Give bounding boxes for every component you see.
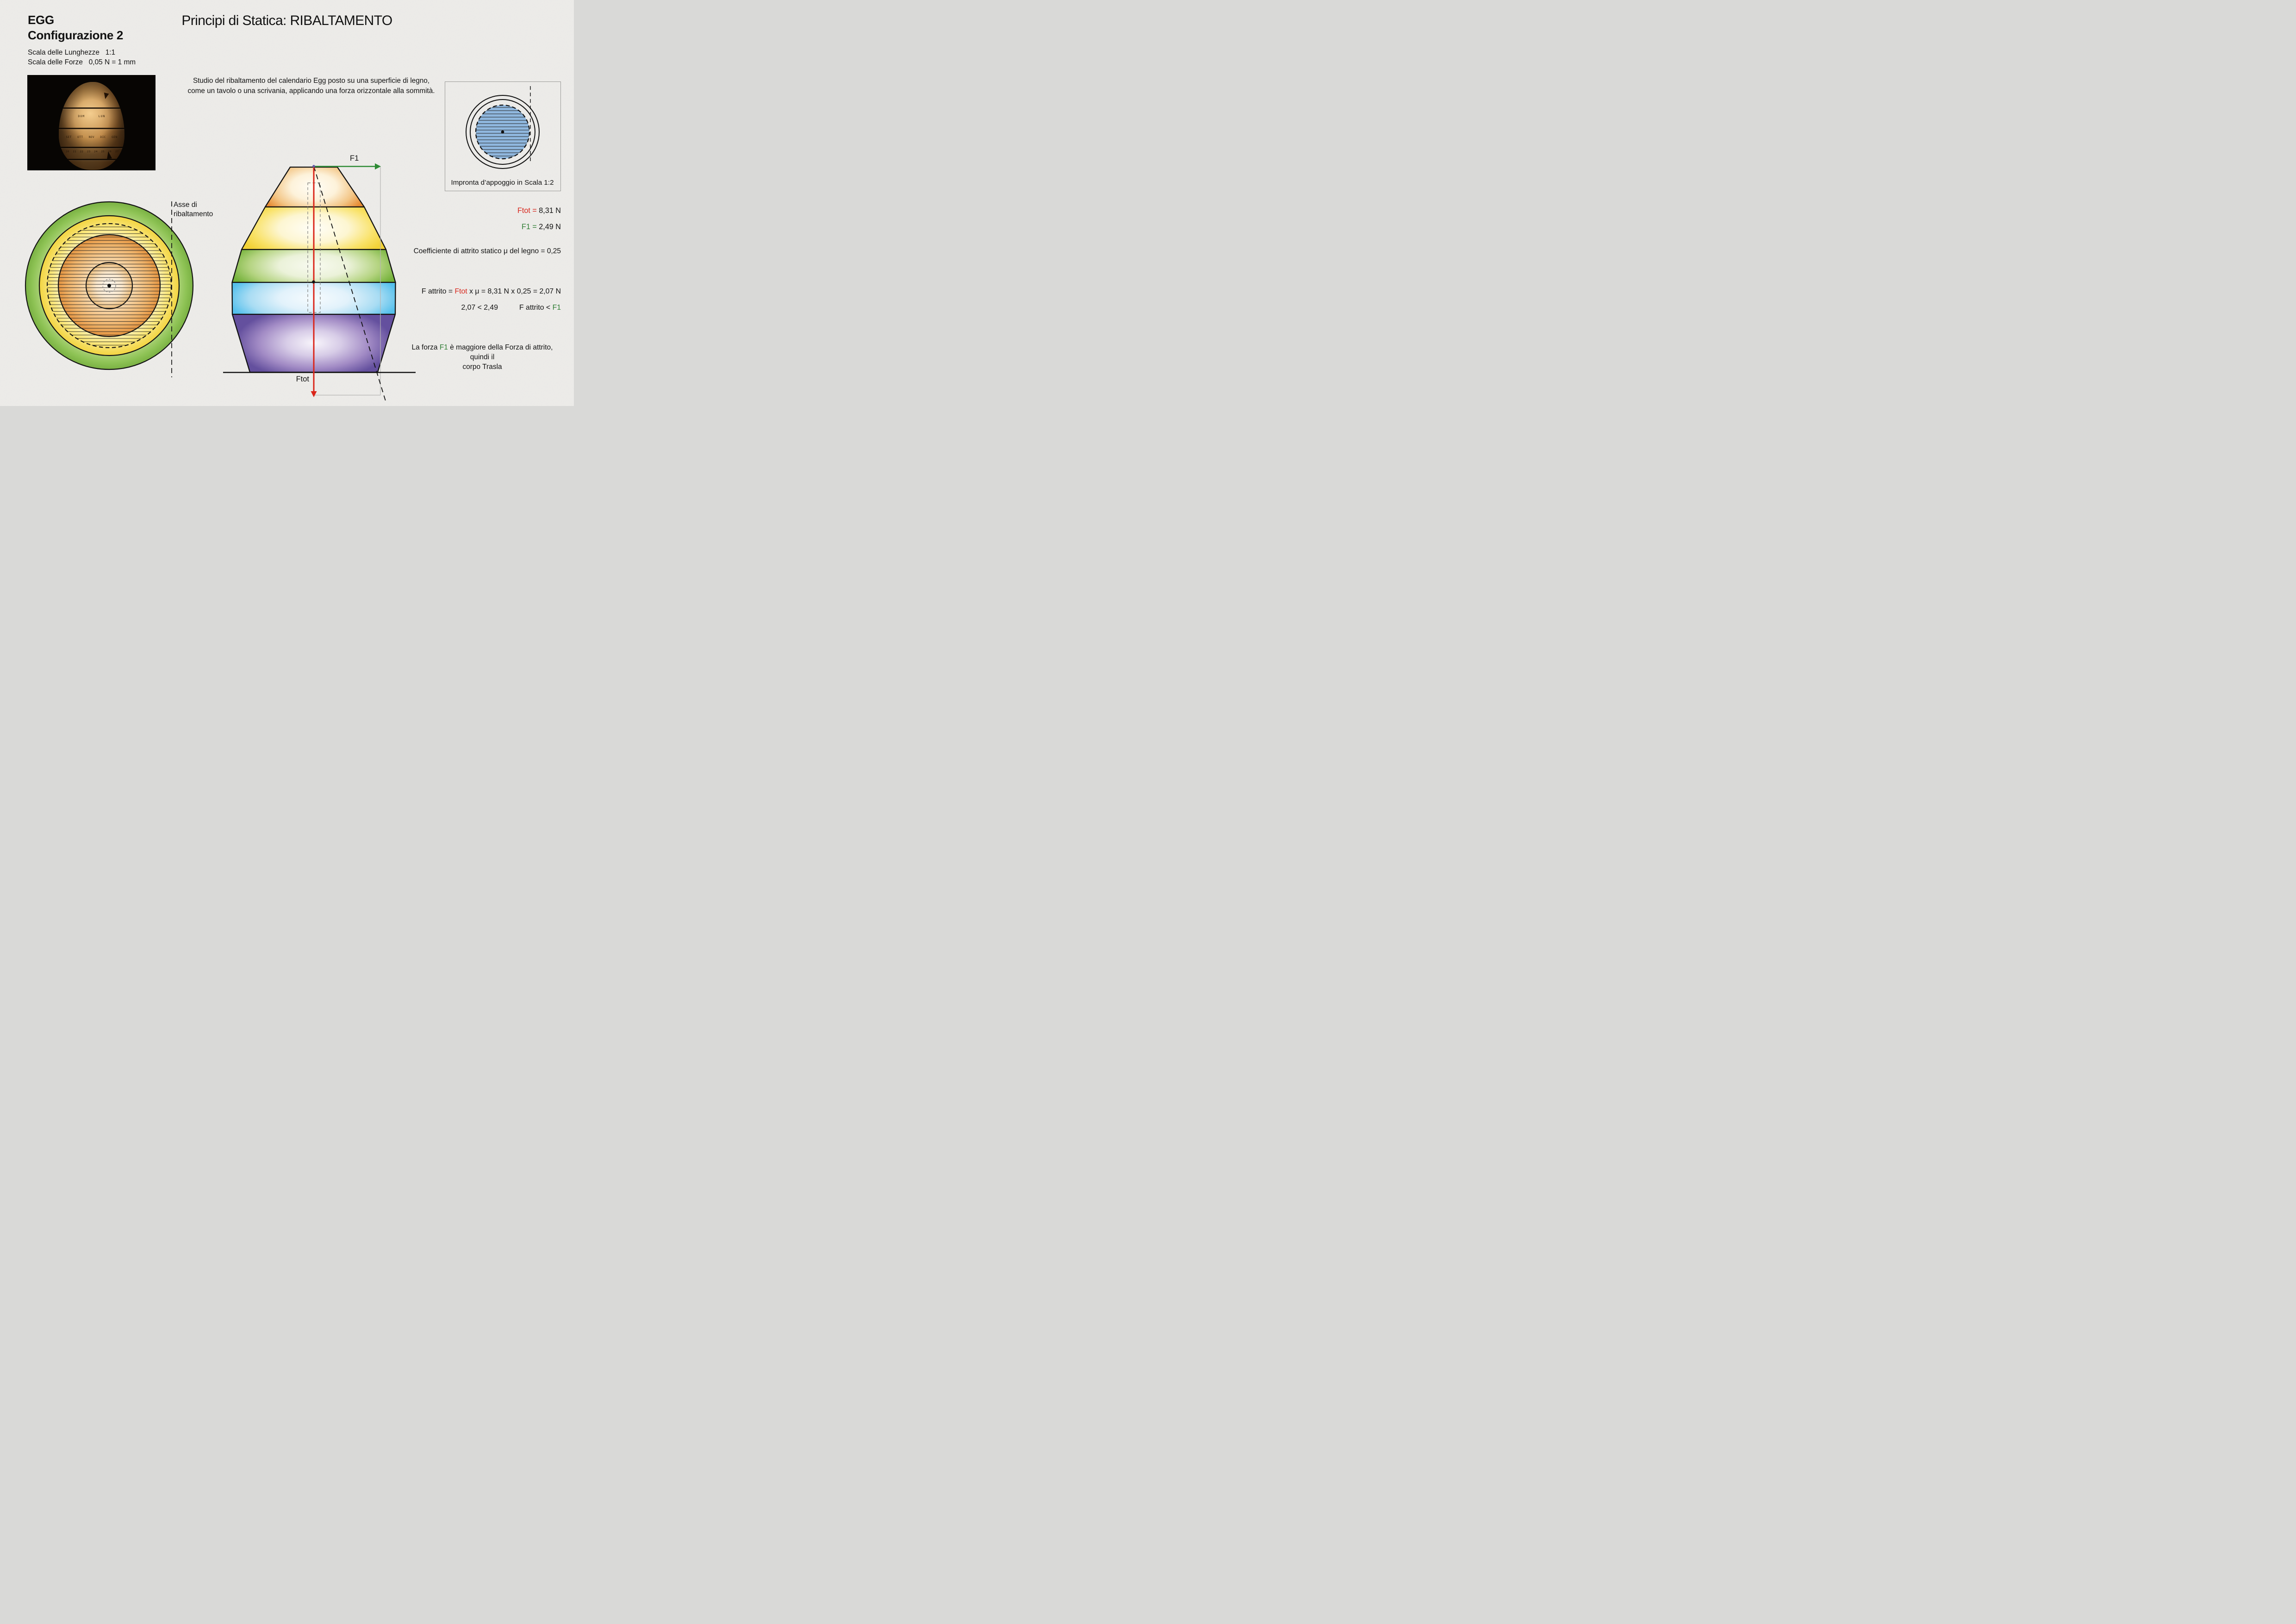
egg-months-row: SET OTT NOV DIC GEN bbox=[66, 136, 118, 139]
egg-side-view bbox=[223, 163, 416, 403]
egg-photo: DOM LUN SET OTT NOV DIC GEN 19 20 21 22 … bbox=[27, 75, 156, 170]
page-title: Principi di Statica: RIBALTAMENTO bbox=[181, 13, 392, 28]
egg-days-row: DOM LUN bbox=[78, 114, 106, 118]
egg-slit bbox=[59, 128, 124, 129]
ftot-vector-label: Ftot bbox=[296, 375, 309, 383]
egg-top-pointer-icon bbox=[102, 92, 109, 100]
top-view-contact-dashed-circle bbox=[46, 223, 172, 349]
footprint-diagram bbox=[466, 86, 540, 169]
conclusion-part1: La forza bbox=[411, 344, 440, 351]
egg-bottom-pointer-icon bbox=[106, 151, 112, 159]
footprint-box bbox=[445, 81, 561, 191]
comparison-forces: F attrito < F1 bbox=[519, 304, 561, 312]
f1-value: 2,49 N bbox=[536, 223, 561, 231]
resultant-dashed-line bbox=[313, 166, 386, 403]
egg-slit bbox=[59, 147, 124, 148]
top-view-center-dashed-circle bbox=[102, 279, 116, 293]
document-title-line2: Configurazione 2 bbox=[28, 28, 124, 42]
document-title-line1: EGG bbox=[28, 13, 54, 27]
top-view-center-dot bbox=[107, 284, 111, 287]
footprint-caption: Impronta d’appoggio in Scala 1:2 bbox=[451, 179, 554, 187]
diagram-canvas bbox=[0, 0, 574, 406]
study-description-line2: come un tavolo o una scrivania, applican… bbox=[187, 87, 435, 95]
f1-vector-label: F1 bbox=[350, 154, 359, 162]
f1-equation: F1 = 2,49 N bbox=[522, 223, 561, 231]
ftot-equation: Ftot = 8,31 N bbox=[517, 206, 561, 215]
fattr-part1: F attrito = bbox=[421, 287, 455, 295]
egg-numbers-row: 19 20 21 22 23 24 25 26 27 28 29 bbox=[59, 150, 124, 153]
footprint-center-dot bbox=[501, 130, 504, 134]
study-description-line1: Studio del ribaltamento del calendario E… bbox=[193, 77, 430, 85]
comparison-forces-lhs: F attrito < bbox=[519, 304, 553, 312]
ftot-arrowhead-icon bbox=[311, 391, 317, 397]
footprint-second-circle bbox=[470, 99, 535, 165]
comparison-numbers: 2,07 < 2,49 bbox=[461, 304, 498, 312]
fattr-part2: x μ = 8,31 N x 0,25 = 2,07 N bbox=[467, 287, 561, 295]
comparison-f1: F1 bbox=[552, 304, 561, 312]
center-of-gravity-dot bbox=[312, 280, 315, 284]
friction-force-equation: F attrito = Ftot x μ = 8,31 N x 0,25 = 2… bbox=[422, 287, 561, 296]
egg-slit bbox=[59, 159, 124, 160]
study-description: Studio del ribaltamento del calendario E… bbox=[185, 76, 437, 96]
scale-block: Scala delle Lunghezze 1:1 Scala delle Fo… bbox=[28, 48, 136, 67]
scale-lengths: Scala delle Lunghezze 1:1 bbox=[28, 49, 116, 56]
top-view-diagram bbox=[25, 201, 194, 377]
footprint-outer-circle bbox=[466, 95, 540, 169]
conclusion-line1: La forza F1 è maggiore della Forza di at… bbox=[402, 343, 563, 362]
egg-slit bbox=[59, 107, 124, 109]
fattr-ftot: Ftot bbox=[454, 287, 467, 295]
tipping-axis-label: Asse di ribaltamento bbox=[174, 201, 213, 218]
ftot-value: 8,31 N bbox=[536, 206, 561, 215]
conclusion-part2: è maggiore della Forza di attrito, quind… bbox=[448, 344, 553, 361]
f1-arrowhead-icon bbox=[375, 163, 381, 170]
apex-point bbox=[312, 165, 315, 168]
ftot-lhs: Ftot = bbox=[517, 206, 537, 215]
document-title: EGG Configurazione 2 bbox=[28, 12, 123, 43]
footprint-dashed-circle bbox=[475, 104, 530, 160]
scale-forces: Scala delle Forze 0,05 N = 1 mm bbox=[28, 58, 136, 66]
f1-lhs: F1 = bbox=[521, 223, 537, 231]
comparison-line: 2,07 < 2,49 F attrito < F1 bbox=[461, 304, 561, 312]
friction-coefficient-line: Coefficiente di attrito statico μ del le… bbox=[413, 247, 561, 255]
conclusion-text: La forza F1 è maggiore della Forza di at… bbox=[402, 343, 563, 372]
wooden-egg: DOM LUN SET OTT NOV DIC GEN 19 20 21 22 … bbox=[59, 82, 124, 170]
conclusion-f1: F1 bbox=[439, 344, 448, 351]
conclusion-line2: corpo Trasla bbox=[462, 363, 502, 371]
poster-page: EGG Configurazione 2 Principi di Statica… bbox=[0, 0, 574, 406]
